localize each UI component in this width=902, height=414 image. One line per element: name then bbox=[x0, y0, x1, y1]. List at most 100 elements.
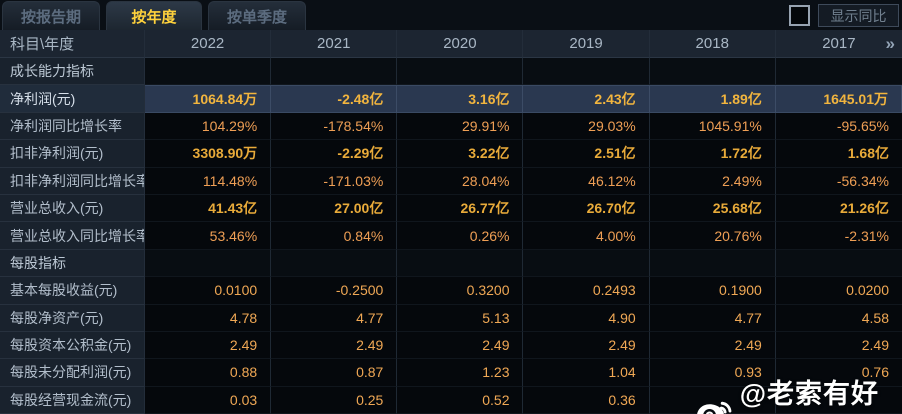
cell: 104.29% bbox=[145, 112, 272, 141]
cell: 1.72亿 bbox=[649, 140, 776, 168]
cell: 20.76% bbox=[649, 222, 776, 250]
cell-value: 0.26% bbox=[469, 227, 510, 244]
cell bbox=[649, 386, 776, 414]
cell-value: 1045.91% bbox=[698, 117, 762, 134]
cell-value: 27.00亿 bbox=[334, 200, 384, 217]
cell: 3.16亿 bbox=[397, 85, 524, 113]
cell: 4.77 bbox=[649, 304, 776, 332]
cell-value: 1.68亿 bbox=[847, 145, 889, 162]
cell-value: 1.89亿 bbox=[720, 91, 762, 108]
cell-value: 0.0200 bbox=[846, 282, 889, 299]
cell-value: 3308.90万 bbox=[192, 145, 258, 162]
cell: 1645.01万 bbox=[775, 85, 902, 113]
cell bbox=[523, 58, 650, 86]
cell-value: 29.03% bbox=[588, 117, 636, 134]
table-row[interactable]: 扣非净利润(元) 3308.90万 -2.29亿 3.22亿 2.51亿 1.72亿 1.6… bbox=[0, 140, 902, 168]
cell-value: 104.29% bbox=[201, 117, 258, 134]
cell: 0.87 bbox=[271, 359, 398, 387]
cell-value: -171.03% bbox=[323, 172, 384, 189]
section-row: 每股指标 bbox=[0, 249, 902, 278]
cell-value: 2.49 bbox=[482, 337, 510, 354]
row-label: 每股未分配利润(元) bbox=[0, 359, 145, 387]
cell: 28.04% bbox=[397, 167, 524, 195]
cell: 2.51亿 bbox=[523, 140, 650, 168]
cell bbox=[145, 249, 272, 278]
table-row[interactable]: 每股经营现金流(元) 0.03 0.25 0.52 0.36 bbox=[0, 386, 902, 414]
cell-value: -95.65% bbox=[836, 117, 889, 134]
table-row[interactable]: 营业总收入(元) 41.43亿 27.00亿 26.77亿 26.70亿 25.68亿 21… bbox=[0, 194, 902, 223]
cell: -171.03% bbox=[271, 167, 398, 195]
cell: -0.2500 bbox=[271, 277, 398, 305]
cell-value: 2.49 bbox=[608, 337, 636, 354]
cell-value: -2.29亿 bbox=[337, 145, 384, 162]
cell-value: 1064.84万 bbox=[192, 91, 258, 108]
more-years-chevron-icon[interactable]: » bbox=[885, 33, 895, 53]
cell: 1.68亿 bbox=[775, 140, 902, 168]
row-label: 每股净资产(元) bbox=[0, 304, 145, 332]
cell-value: 53.46% bbox=[209, 227, 258, 244]
cell-value: 0.0100 bbox=[214, 282, 258, 299]
show-yoy-checkbox[interactable] bbox=[789, 5, 810, 26]
cell: -95.65% bbox=[775, 112, 902, 141]
cell-value: -56.34% bbox=[836, 172, 889, 189]
cell bbox=[649, 249, 776, 278]
row-label: 每股经营现金流(元) bbox=[0, 386, 145, 414]
cell: 0.36 bbox=[523, 386, 650, 414]
row-label: 扣非净利润(元) bbox=[0, 140, 145, 168]
cell-value: 0.3200 bbox=[466, 282, 510, 299]
cell: 1045.91% bbox=[649, 112, 776, 141]
table-row[interactable]: 营业总收入同比增长率 53.46% 0.84% 0.26% 4.00% 20.76% -2.… bbox=[0, 222, 902, 250]
cell: 21.26亿 bbox=[775, 194, 902, 223]
cell-value: 1645.01万 bbox=[823, 91, 888, 108]
cell-value: 0.1900 bbox=[719, 282, 762, 299]
cell: 0.1900 bbox=[649, 277, 776, 305]
cell-value: 4.77 bbox=[734, 309, 762, 326]
cell: 2.49 bbox=[523, 331, 650, 360]
cell: 3.22亿 bbox=[397, 140, 524, 168]
cell-value: 0.76 bbox=[861, 364, 889, 381]
table-row[interactable]: 净利润(元) 1064.84万 -2.48亿 3.16亿 2.43亿 1.89亿 1645.… bbox=[0, 85, 902, 113]
cell-value: -0.2500 bbox=[335, 282, 384, 299]
cell-value: 2.43亿 bbox=[594, 91, 636, 108]
column-header-2017: 2017» bbox=[775, 30, 902, 58]
tab-by-single-quarter[interactable]: 按单季度 bbox=[208, 1, 307, 30]
table-row[interactable]: 基本每股收益(元) 0.0100 -0.2500 0.3200 0.2493 0.1900… bbox=[0, 277, 902, 305]
row-label: 基本每股收益(元) bbox=[0, 277, 145, 305]
show-yoy-label[interactable]: 显示同比 bbox=[818, 4, 899, 27]
cell: 0.93 bbox=[649, 359, 776, 387]
cell: 0.3200 bbox=[397, 277, 524, 305]
cell bbox=[775, 58, 902, 86]
cell: 29.03% bbox=[523, 112, 650, 141]
row-label: 扣非净利润同比增长率 bbox=[0, 167, 145, 195]
cell-value: 4.78 bbox=[229, 309, 258, 326]
cell-value: 3.16亿 bbox=[468, 91, 510, 108]
cell-value: 0.2493 bbox=[592, 282, 636, 299]
row-label: 每股资本公积金(元) bbox=[0, 331, 145, 360]
cell-value: 0.84% bbox=[343, 227, 384, 244]
table-corner-header: 科目\年度 bbox=[0, 30, 145, 58]
cell: 0.2493 bbox=[523, 277, 650, 305]
cell: -2.48亿 bbox=[271, 85, 398, 113]
cell: 2.49 bbox=[145, 331, 272, 360]
cell bbox=[145, 58, 272, 86]
cell: 53.46% bbox=[145, 222, 272, 250]
cell: 4.77 bbox=[271, 304, 398, 332]
table-row[interactable]: 扣非净利润同比增长率 114.48% -171.03% 28.04% 46.12% 2.4… bbox=[0, 167, 902, 195]
cell bbox=[775, 249, 902, 278]
table-row[interactable]: 每股资本公积金(元) 2.49 2.49 2.49 2.49 2.49 2.49 bbox=[0, 331, 902, 360]
cell-value: 2.49 bbox=[229, 337, 258, 354]
cell: 0.0200 bbox=[775, 277, 902, 305]
cell bbox=[397, 249, 524, 278]
table-row[interactable]: 每股净资产(元) 4.78 4.77 5.13 4.90 4.77 4.58 bbox=[0, 304, 902, 332]
tab-by-year[interactable]: 按年度 bbox=[106, 1, 203, 30]
column-header-2022: 2022 bbox=[145, 30, 272, 58]
cell-value: 2.49 bbox=[861, 337, 889, 354]
cell: 25.68亿 bbox=[649, 194, 776, 223]
tab-by-report-period[interactable]: 按报告期 bbox=[2, 1, 101, 30]
table-row[interactable]: 每股未分配利润(元) 0.88 0.87 1.23 1.04 0.93 0.76 bbox=[0, 359, 902, 387]
cell: 2.49 bbox=[649, 331, 776, 360]
cell-value: 41.43亿 bbox=[208, 200, 258, 217]
table-row[interactable]: 净利润同比增长率 104.29% -178.54% 29.91% 29.03% 1045.… bbox=[0, 112, 902, 141]
cell: 5.13 bbox=[397, 304, 524, 332]
cell-value: 0.25 bbox=[356, 391, 384, 408]
